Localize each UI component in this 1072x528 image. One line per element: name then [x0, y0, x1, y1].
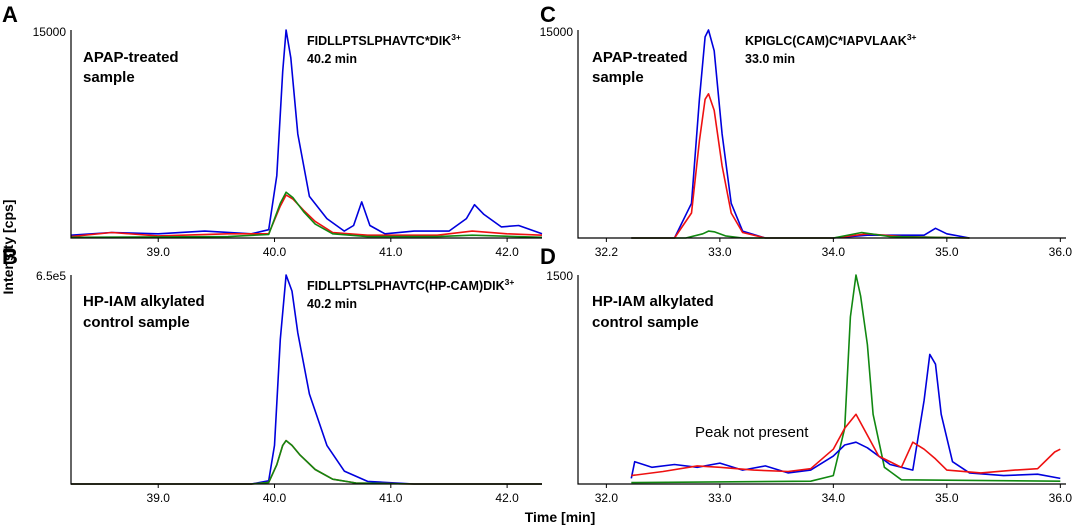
- panel-b-series-green: [71, 439, 542, 485]
- panel-c-x-tick-label: 33.0: [708, 245, 732, 259]
- panel-a-ymax-label: 15000: [33, 25, 67, 39]
- panel-c: C 15000 APAP-treated sample KPIGLC(CAM)C…: [540, 2, 1072, 259]
- panel-b-x-tick-label: 42.0: [495, 491, 519, 505]
- panel-c-x-tick-label: 32.2: [595, 245, 619, 259]
- panel-b-peptide: FIDLLPTSLPHAVTC(HP-CAM)DIK3+: [307, 277, 514, 293]
- panel-d-x-tick-label: 36.0: [1049, 491, 1072, 505]
- panel-d-x-tick-label: 35.0: [935, 491, 959, 505]
- panel-b-x-tick-label: 41.0: [379, 491, 403, 505]
- panel-d-ticks: 32.0 33.0 34.0 35.0 36.0: [595, 484, 1072, 505]
- panel-c-peptide-charge: 3+: [907, 32, 917, 42]
- panel-c-ticks: 32.2 33.0 34.0 35.0 36.0: [595, 238, 1072, 259]
- panel-b-series-blue: [71, 274, 542, 485]
- panel-c-series-red: [631, 93, 970, 239]
- panel-d-axes: [577, 275, 1066, 485]
- panel-a-ticks: 39.0 40.0 41.0 42.0: [147, 238, 519, 259]
- panel-c-peptide: KPIGLC(CAM)C*IAPVLAAK3+: [745, 32, 917, 48]
- panel-b-series: [71, 274, 542, 485]
- panel-d-x-tick-label: 34.0: [822, 491, 846, 505]
- panel-a-retention-time: 40.2 min: [307, 52, 357, 66]
- panel-c-retention-time: 33.0 min: [745, 52, 795, 66]
- panel-a-sample-label-line2: sample: [83, 69, 135, 86]
- panel-c-axes: [577, 30, 1066, 239]
- panel-a-letter: A: [2, 2, 18, 27]
- panel-d-ymax-label: 1500: [546, 269, 573, 283]
- panel-a: A 15000 APAP-treated sample FIDLLPTSLPHA…: [2, 2, 543, 259]
- panel-b-sample-label-line1: HP-IAM alkylated: [83, 293, 205, 310]
- panel-a-axes: [70, 30, 542, 239]
- panel-d-series: [630, 274, 1061, 484]
- panel-d-letter: D: [540, 244, 556, 269]
- panel-c-ymax-label: 15000: [540, 25, 574, 39]
- panel-c-series-green: [631, 230, 970, 239]
- panel-b-peptide-charge: 3+: [505, 277, 515, 287]
- panel-d-sample-label-line1: HP-IAM alkylated: [592, 293, 714, 310]
- panel-a-x-tick-label: 41.0: [379, 245, 403, 259]
- panel-d-annotation: Peak not present: [695, 424, 809, 441]
- panel-c-series: [631, 29, 970, 239]
- panel-b-retention-time: 40.2 min: [307, 297, 357, 311]
- panel-b-x-tick-label: 40.0: [263, 491, 287, 505]
- y-axis-title: Intensity [cps]: [0, 200, 16, 295]
- panel-a-peptide-seq: FIDLLPTSLPHAVTC*DIK: [307, 34, 451, 48]
- panel-b: B 6.5e5 HP-IAM alkylated control sample …: [2, 244, 542, 505]
- panel-b-axes: [70, 275, 542, 485]
- panel-a-x-tick-label: 42.0: [495, 245, 519, 259]
- panel-d: D 1500 HP-IAM alkylated control sample P…: [540, 244, 1072, 505]
- panel-c-x-tick-label: 35.0: [935, 245, 959, 259]
- panel-b-sample-label-line2: control sample: [83, 314, 190, 331]
- panel-b-ticks: 39.0 40.0 41.0 42.0: [147, 484, 519, 505]
- panel-c-letter: C: [540, 2, 556, 27]
- panel-a-peptide: FIDLLPTSLPHAVTC*DIK3+: [307, 32, 461, 48]
- panel-a-series-green: [70, 191, 543, 239]
- panel-c-sample-label-line2: sample: [592, 69, 644, 86]
- panel-c-sample-label-line1: APAP-treated: [592, 49, 688, 66]
- panel-d-series-green: [631, 274, 1061, 484]
- panel-c-x-tick-label: 36.0: [1049, 245, 1072, 259]
- panel-d-x-tick-label: 33.0: [708, 491, 732, 505]
- panel-b-letter: B: [2, 244, 18, 269]
- panel-b-peptide-seq: FIDLLPTSLPHAVTC(HP-CAM)DIK: [307, 279, 505, 293]
- panel-d-x-tick-label: 32.0: [595, 491, 619, 505]
- panel-c-series-blue: [631, 29, 970, 239]
- panel-a-x-tick-label: 39.0: [147, 245, 171, 259]
- panel-c-peptide-seq: KPIGLC(CAM)C*IAPVLAAK: [745, 34, 907, 48]
- x-axis-title: Time [min]: [525, 509, 596, 525]
- panel-d-sample-label-line2: control sample: [592, 314, 699, 331]
- panel-a-x-tick-label: 40.0: [263, 245, 287, 259]
- panel-d-series-blue: [630, 353, 1061, 480]
- panel-a-peptide-charge: 3+: [451, 32, 461, 42]
- panel-a-series: [70, 29, 543, 239]
- panel-c-x-tick-label: 34.0: [822, 245, 846, 259]
- panel-a-sample-label-line1: APAP-treated: [83, 49, 179, 66]
- panel-b-ymax-label: 6.5e5: [36, 269, 66, 283]
- panel-d-series-red: [631, 413, 1061, 477]
- panel-b-x-tick-label: 39.0: [147, 491, 171, 505]
